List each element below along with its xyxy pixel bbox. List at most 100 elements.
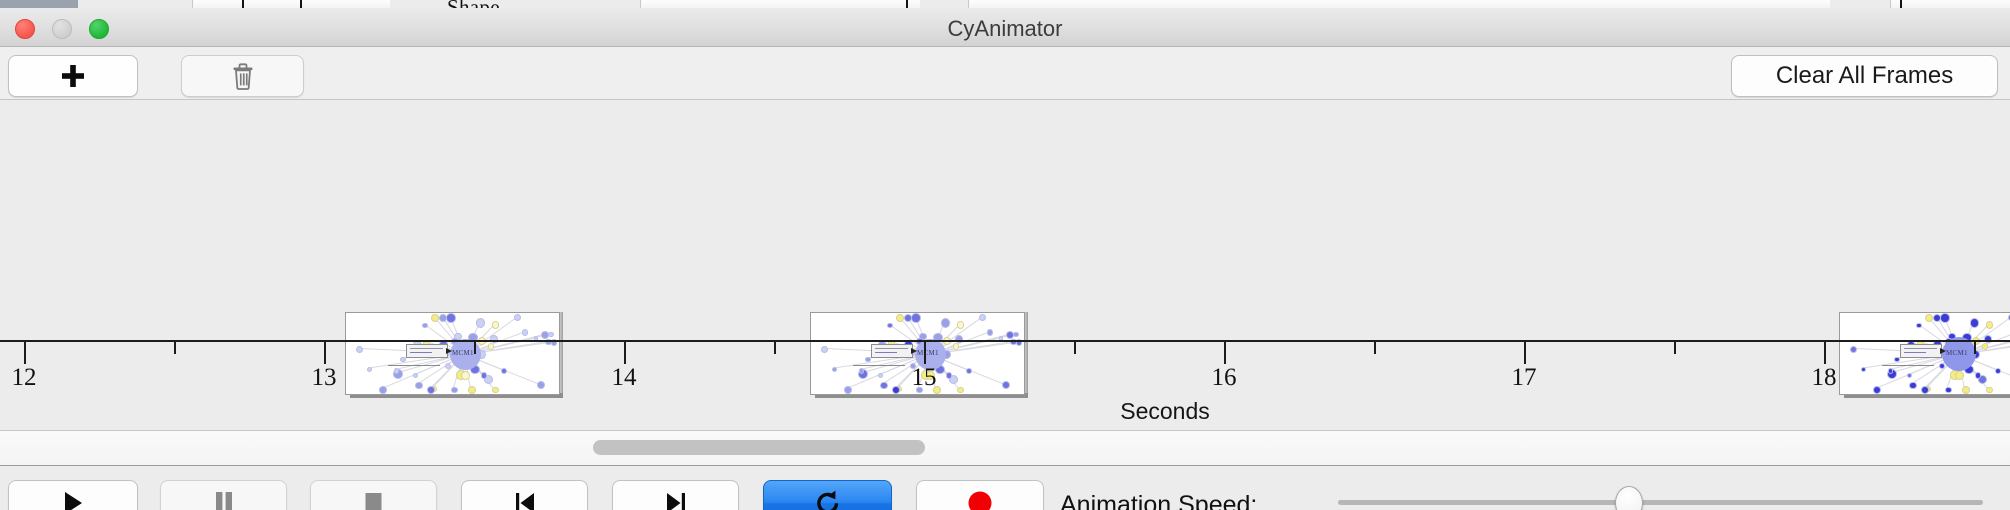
loop-button[interactable] bbox=[763, 480, 892, 510]
graph-node bbox=[467, 386, 476, 394]
add-frame-button[interactable] bbox=[8, 55, 138, 97]
frame-thumbnail[interactable]: MCM1 bbox=[810, 312, 1025, 395]
graph-hub-node bbox=[914, 338, 946, 370]
graph-node bbox=[932, 386, 941, 394]
zoom-button[interactable] bbox=[89, 19, 109, 39]
graph-node bbox=[1924, 313, 1933, 323]
graph-node bbox=[957, 386, 964, 394]
timeline-frame[interactable]: MCM1 bbox=[345, 312, 563, 398]
graph-callout-arrow bbox=[1940, 348, 1946, 354]
graph-node bbox=[1921, 386, 1930, 394]
title-bar: CyAnimator bbox=[0, 8, 2010, 47]
graph-node bbox=[1860, 366, 1867, 373]
graph-node bbox=[521, 329, 529, 336]
graph-node bbox=[413, 373, 419, 379]
graph-node bbox=[444, 362, 452, 369]
ruler-tick-major bbox=[1824, 342, 1826, 364]
graph-node bbox=[925, 370, 936, 381]
graph-node bbox=[909, 362, 917, 369]
skip-previous-icon bbox=[513, 491, 537, 510]
graph-node bbox=[1981, 343, 1989, 350]
ruler-tick-minor bbox=[174, 342, 176, 354]
toolbar: Clear All Frames bbox=[0, 47, 2010, 100]
ruler-tick-major bbox=[324, 342, 326, 364]
animation-speed-slider[interactable] bbox=[1338, 486, 1983, 510]
graph-node bbox=[356, 346, 364, 354]
graph-node bbox=[1916, 322, 1922, 329]
ruler-tick-label: 17 bbox=[1511, 364, 1537, 391]
graph-node bbox=[895, 313, 904, 323]
graph-node bbox=[492, 386, 499, 394]
graph-node bbox=[1995, 367, 2002, 374]
graph-node bbox=[880, 381, 888, 389]
timeline-frame[interactable]: MCM1 bbox=[810, 312, 1028, 398]
ruler-tick-major bbox=[1224, 342, 1226, 364]
delete-frame-button[interactable] bbox=[181, 55, 304, 97]
graph-node bbox=[1961, 386, 1970, 394]
ruler-axis-line bbox=[0, 340, 2010, 342]
graph-node bbox=[537, 380, 546, 390]
graph-node bbox=[954, 334, 963, 343]
graph-node bbox=[1909, 381, 1917, 389]
graph-node bbox=[393, 368, 399, 374]
graph-node bbox=[483, 374, 494, 385]
pause-button[interactable] bbox=[160, 480, 287, 510]
graph-node bbox=[948, 374, 959, 385]
slider-thumb[interactable] bbox=[1615, 486, 1644, 510]
graph-node bbox=[821, 346, 829, 354]
graph-node bbox=[1985, 321, 1994, 329]
close-button[interactable] bbox=[15, 19, 35, 39]
graph-node bbox=[427, 386, 436, 394]
ruler-tick-label: 14 bbox=[611, 364, 637, 391]
graph-node bbox=[481, 372, 488, 379]
graph-node bbox=[548, 331, 554, 338]
ruler-tick-major bbox=[924, 342, 926, 364]
graph-node bbox=[489, 334, 498, 343]
ruler-tick-minor bbox=[1674, 342, 1676, 354]
play-button[interactable] bbox=[8, 480, 138, 510]
slider-track[interactable] bbox=[1338, 500, 1983, 505]
record-button[interactable] bbox=[916, 480, 1044, 510]
graph-node bbox=[1983, 334, 1992, 343]
graph-node bbox=[1002, 380, 1011, 390]
graph-node bbox=[1986, 386, 1993, 394]
graph-node bbox=[887, 322, 893, 329]
ruler-tick-label: 13 bbox=[311, 364, 337, 391]
graph-node bbox=[986, 329, 994, 336]
graph-hub-label: MCM1 bbox=[452, 349, 474, 357]
timeline-scrollbar[interactable] bbox=[0, 431, 2010, 466]
skip-next-button[interactable] bbox=[612, 480, 739, 510]
graph-node bbox=[1975, 372, 1982, 379]
graph-node bbox=[450, 386, 458, 394]
ruler-tick-minor bbox=[1974, 342, 1976, 354]
ruler-tick-label: 15 bbox=[911, 364, 937, 391]
scrollbar-thumb[interactable] bbox=[592, 440, 925, 455]
frame-strip: MCM1 MCM1 MCM1 bbox=[0, 100, 2010, 398]
ruler-tick-minor bbox=[1374, 342, 1376, 354]
record-icon bbox=[967, 490, 993, 510]
clear-all-frames-button[interactable]: Clear All Frames bbox=[1731, 55, 1998, 97]
skip-previous-button[interactable] bbox=[461, 480, 588, 510]
graph-node bbox=[946, 372, 953, 379]
minimize-button[interactable] bbox=[52, 19, 72, 39]
graph-node bbox=[1887, 368, 1893, 374]
ruler-tick-major bbox=[624, 342, 626, 364]
graph-node bbox=[487, 343, 495, 350]
graph-node bbox=[978, 314, 986, 322]
stop-button[interactable] bbox=[310, 480, 437, 510]
graph-node bbox=[915, 386, 923, 394]
graph-hub-label: MCM1 bbox=[917, 349, 939, 357]
graph-node bbox=[966, 367, 973, 374]
animation-speed-label: Animation Speed: bbox=[1060, 491, 1258, 510]
ruler-tick-label: 18 bbox=[1811, 364, 1837, 391]
play-icon bbox=[62, 491, 84, 510]
frame-thumbnail[interactable]: MCM1 bbox=[345, 312, 560, 395]
graph-node bbox=[1894, 356, 1901, 363]
graph-node bbox=[491, 321, 500, 329]
ruler-tick-minor bbox=[474, 342, 476, 354]
graph-node bbox=[1872, 386, 1881, 394]
graph-node bbox=[858, 368, 864, 374]
ruler-axis-title: Seconds bbox=[1120, 398, 1210, 424]
ruler-tick-label: 16 bbox=[1211, 364, 1237, 391]
